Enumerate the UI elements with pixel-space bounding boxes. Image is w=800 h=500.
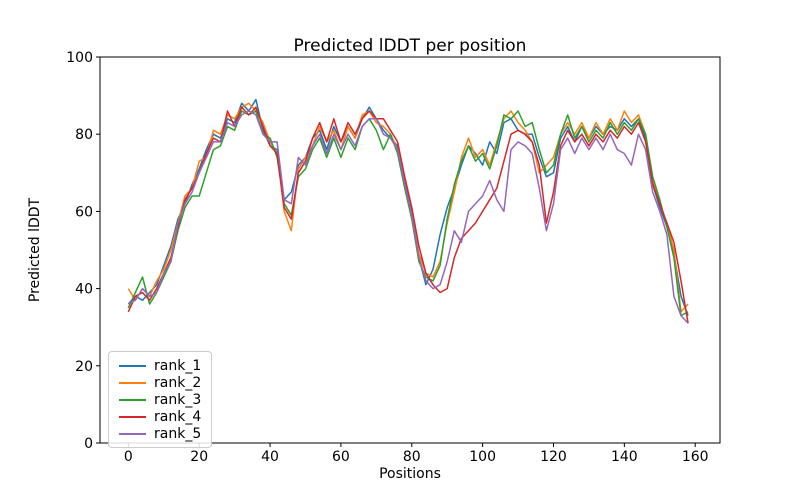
y-tick-label: 40 [75,282,93,298]
y-tick-label: 80 [75,127,93,143]
y-axis-label: Predicted lDDT [27,197,43,303]
x-tick-label: 0 [124,449,133,465]
legend: rank_1 rank_2 rank_3 rank_4 rank_5 [108,351,213,448]
legend-line-swatch-rank-4 [119,415,146,418]
legend-item-rank-4: rank_4 [119,408,201,425]
axes-spines [99,56,721,444]
x-tick-label: 140 [611,449,638,465]
series-line-rank_3 [127,110,689,317]
x-tick-label: 100 [469,449,496,465]
legend-item-rank-2: rank_2 [119,374,201,391]
legend-item-rank-1: rank_1 [119,357,201,374]
legend-line-swatch-rank-5 [119,432,146,435]
x-tick-label: 160 [682,449,709,465]
legend-label-rank-4: rank_4 [154,408,202,425]
series-line-rank_5 [127,110,689,324]
y-tick-label: 100 [66,50,93,66]
legend-label-rank-5: rank_5 [154,425,202,442]
legend-label-rank-3: rank_3 [154,391,202,408]
x-tick-label: 80 [403,449,421,465]
x-tick-label: 40 [261,449,279,465]
series-line-rank_4 [127,106,689,324]
legend-line-swatch-rank-3 [119,398,146,401]
legend-item-rank-3: rank_3 [119,391,201,408]
legend-item-rank-5: rank_5 [119,425,201,442]
legend-line-swatch-rank-1 [119,364,146,367]
chart-title: Predicted lDDT per position [293,36,527,56]
x-tick-label: 60 [332,449,350,465]
x-axis-label: Positions [379,466,441,482]
legend-line-swatch-rank-2 [119,381,146,384]
y-tick-label: 0 [84,436,93,452]
x-tick-label: 20 [190,449,208,465]
legend-label-rank-2: rank_2 [154,374,202,391]
legend-label-rank-1: rank_1 [154,357,202,374]
x-tick-label: 120 [540,449,567,465]
y-tick-label: 60 [75,204,93,220]
y-tick-label: 20 [75,359,93,375]
